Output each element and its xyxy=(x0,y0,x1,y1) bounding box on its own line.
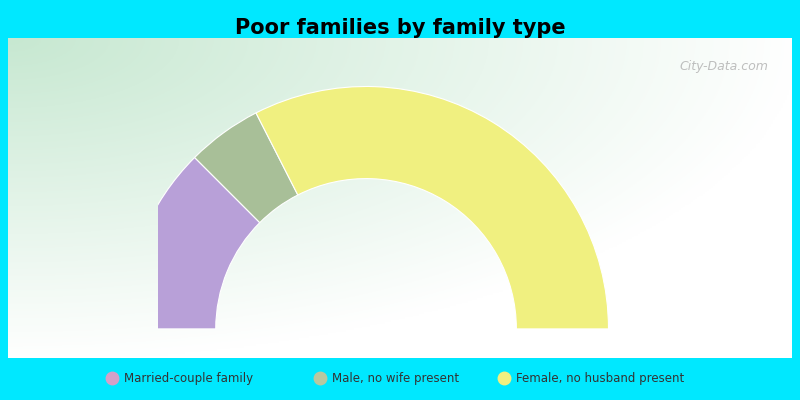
Wedge shape xyxy=(256,86,609,329)
Text: Married-couple family: Married-couple family xyxy=(124,372,253,385)
Text: City-Data.com: City-Data.com xyxy=(680,60,769,73)
Text: Poor families by family type: Poor families by family type xyxy=(234,18,566,38)
Wedge shape xyxy=(194,113,298,223)
Text: Female, no husband present: Female, no husband present xyxy=(516,372,684,385)
Text: Male, no wife present: Male, no wife present xyxy=(332,372,459,385)
Wedge shape xyxy=(124,158,260,329)
